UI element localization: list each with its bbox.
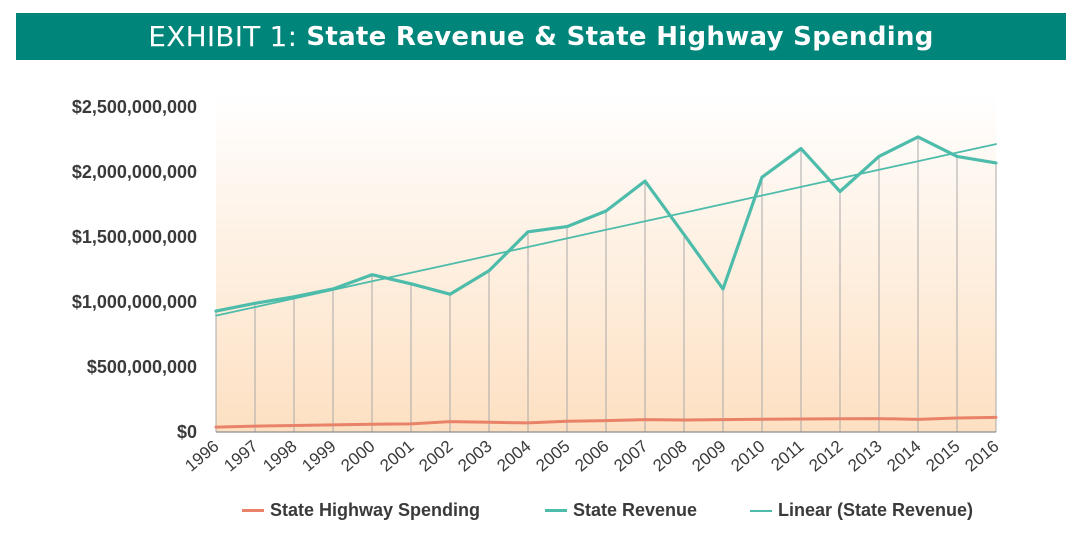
legend-label: Linear (State Revenue) [778, 500, 974, 520]
legend-swatch-linear-trend [750, 509, 772, 512]
exhibit-label: EXHIBIT 1: [148, 20, 307, 53]
legend-item-highway-spending: State Highway Spending [242, 500, 480, 521]
y-tick-label: $1,000,000,000 [72, 292, 197, 312]
y-tick-label: $500,000,000 [87, 357, 197, 377]
legend-label: State Revenue [573, 500, 698, 520]
x-tick-label-2014: 2014 [883, 437, 924, 476]
series-line-highway-spending [214, 415, 998, 429]
legend-label: State Highway Spending [270, 500, 481, 520]
x-tick-label-2006: 2006 [571, 437, 612, 476]
legend-swatch-highway-spending [242, 509, 264, 512]
x-tick-label-2015: 2015 [922, 437, 963, 476]
x-tick-label-2005: 2005 [532, 437, 573, 476]
x-tick-label-2009: 2009 [688, 437, 729, 476]
legend-item-linear-trend: Linear (State Revenue) [750, 500, 973, 521]
legend: State Highway Spending State Revenue Lin… [0, 500, 1080, 530]
x-tick-label-2008: 2008 [649, 437, 690, 476]
x-tick-label-1998: 1998 [259, 437, 300, 476]
x-tick-label-2000: 2000 [337, 437, 378, 476]
legend-swatch-state-revenue [545, 509, 567, 512]
x-tick-label-2003: 2003 [454, 437, 495, 476]
x-tick-label-2012: 2012 [805, 437, 846, 476]
y-tick-label: $0 [177, 422, 197, 442]
x-tick-label-2013: 2013 [844, 437, 885, 476]
x-tick-label-2010: 2010 [727, 437, 768, 476]
trendline-state-revenue [215, 143, 997, 317]
series-line-state-revenue [214, 135, 998, 313]
x-tick-label-2011: 2011 [767, 437, 807, 475]
x-tick-label-2007: 2007 [610, 437, 651, 476]
x-tick-label-1996: 1996 [181, 437, 222, 476]
x-tick-label-1999: 1999 [298, 437, 339, 476]
x-tick-label-2016: 2016 [961, 437, 1002, 476]
x-tick-label-2001: 2001 [376, 437, 417, 476]
chart-title: State Revenue & State Highway Spending [306, 21, 934, 52]
legend-item-state-revenue: State Revenue [545, 500, 697, 521]
x-tick-label-2004: 2004 [493, 437, 534, 476]
y-tick-label: $2,500,000,000 [72, 97, 197, 117]
y-tick-label: $2,000,000,000 [72, 162, 197, 182]
y-tick-label: $1,500,000,000 [72, 227, 197, 247]
x-tick-label-1997: 1997 [220, 437, 261, 476]
chart-title-banner: EXHIBIT 1: State Revenue & State Highway… [16, 13, 1066, 60]
line-chart: $0 $500,000,000 $1,000,000,000 $1,500,000,0… [72, 91, 1003, 476]
x-tick-label-2002: 2002 [415, 437, 456, 476]
